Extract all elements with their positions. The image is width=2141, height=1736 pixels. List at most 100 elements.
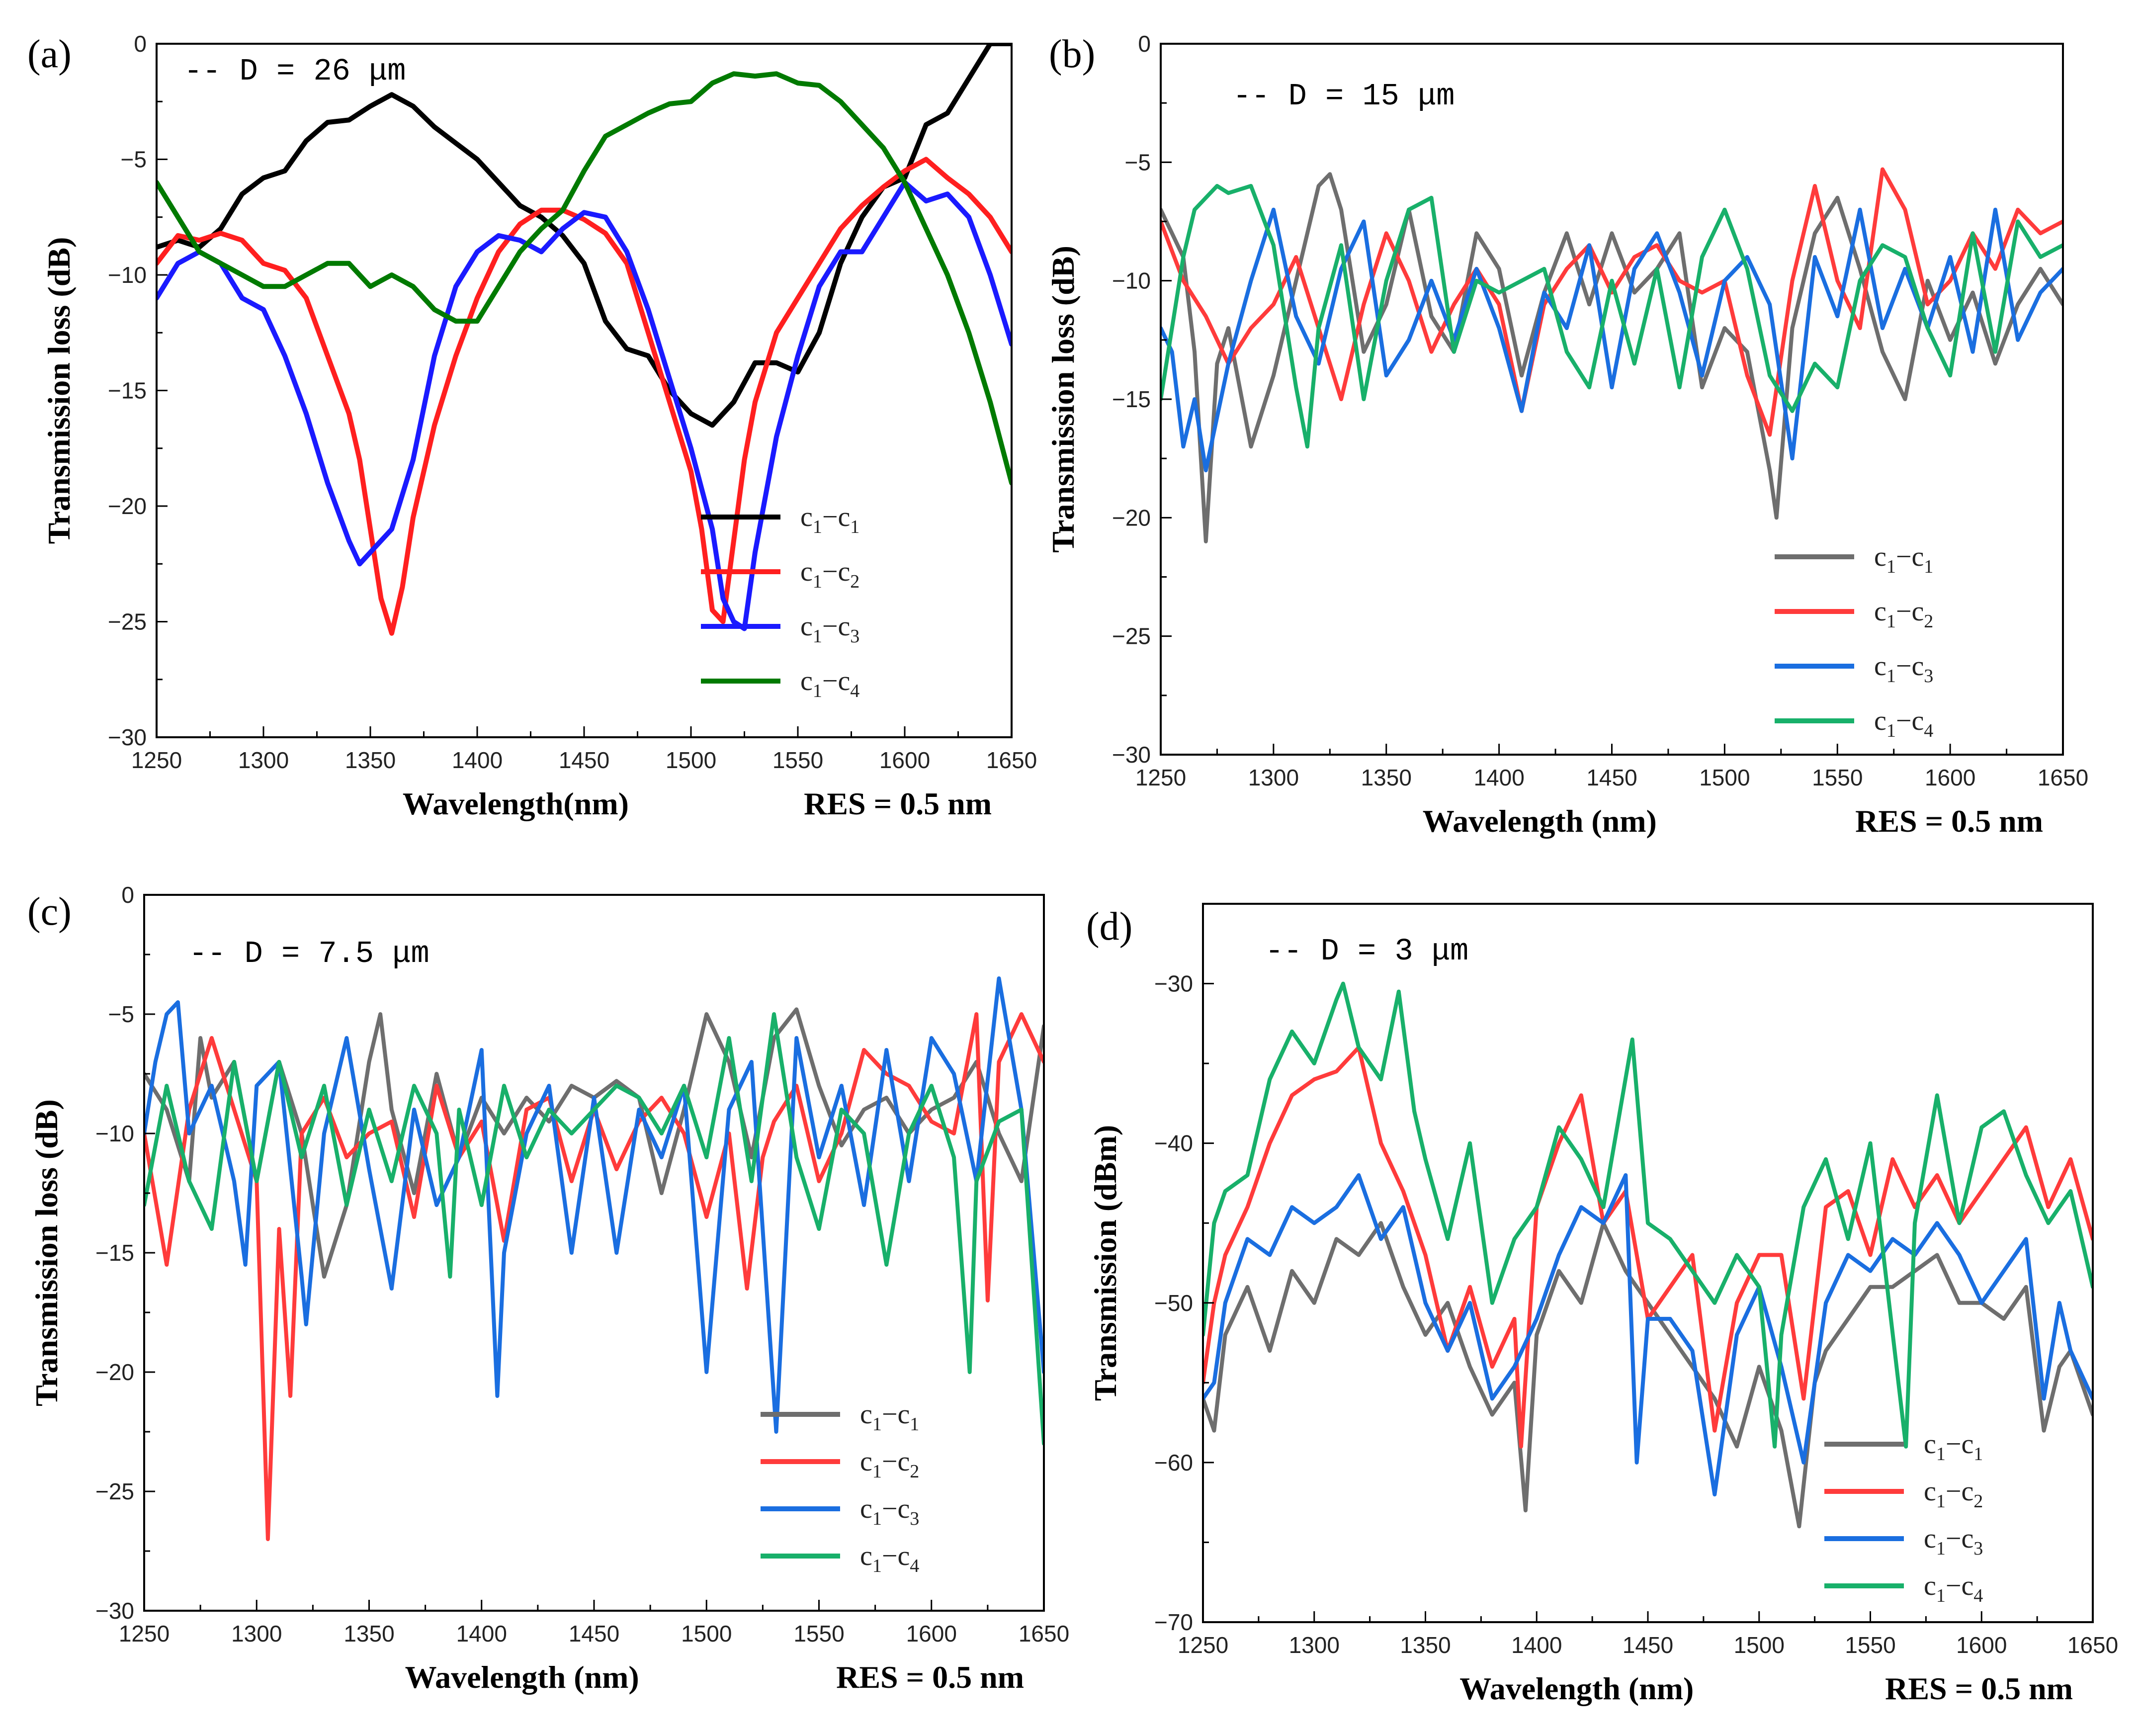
x-tick-label: 1600 — [879, 747, 930, 773]
y-tick-label: −20 — [95, 1359, 134, 1385]
series-line-c1-c4 — [1161, 184, 2063, 449]
y-tick-label: −30 — [108, 724, 147, 750]
series-line-c1-c4 — [157, 71, 1012, 486]
x-tick-label: 1350 — [1400, 1632, 1451, 1658]
x-tick-label: 1350 — [343, 1621, 394, 1647]
resolution-label: RES = 0.5 nm — [1855, 803, 2043, 839]
y-tick-label: −25 — [108, 609, 147, 635]
diameter-annotation: -- D = 3 μm — [1265, 934, 1468, 969]
series-line-c1-c2 — [1203, 1045, 2093, 1449]
x-tick-label: 1550 — [772, 747, 823, 773]
x-axis-title: Wavelength(nm) — [403, 786, 629, 821]
y-tick-label: −10 — [1112, 268, 1151, 294]
x-tick-label: 1350 — [345, 747, 396, 773]
x-tick-label: 1450 — [569, 1621, 619, 1647]
x-tick-label: 1650 — [2038, 765, 2088, 790]
x-tick-label: 1300 — [238, 747, 289, 773]
legend-label: c1−c3 — [800, 611, 859, 647]
panel-b: 1250 1300 1350 1400 1450 1500 1550 1600 1650 −30 −… — [1045, 31, 2088, 839]
legend-label: c1−c4 — [1924, 1570, 1983, 1606]
y-tick-label: −30 — [1112, 742, 1151, 768]
series-line-c1-c3 — [1203, 1173, 2093, 1497]
panel-a: 1250 1300 1350 1400 1450 1500 1550 1600 1650 −30 −… — [27, 31, 1037, 821]
x-axis-title: Wavelength (nm) — [405, 1659, 639, 1695]
x-tick-label: 1550 — [1812, 765, 1863, 790]
series-line-c1-c4 — [144, 1012, 1044, 1446]
y-tick-label: −40 — [1154, 1130, 1193, 1156]
legend-label: c1−c3 — [860, 1493, 919, 1529]
x-tick-label: 1300 — [231, 1621, 282, 1647]
series-line-c1-c1 — [157, 44, 1012, 428]
legend-label: c1−c3 — [1874, 651, 1933, 687]
legend-label: c1−c2 — [1924, 1476, 1983, 1512]
panel-label: (b) — [1049, 32, 1095, 76]
x-tick-label: 1300 — [1289, 1632, 1340, 1658]
diameter-annotation: -- D = 26 μm — [184, 54, 406, 89]
x-tick-label: 1400 — [1473, 765, 1524, 790]
series-line-c1-c3 — [157, 180, 1012, 631]
x-tick-label: 1500 — [666, 747, 716, 773]
y-axis-title: Transmission (dBm) — [1088, 1125, 1123, 1401]
series-line-c1-c3 — [144, 976, 1044, 1434]
legend-label: c1−c4 — [800, 666, 859, 701]
y-axis-title: Transmission loss (dB) — [1045, 246, 1081, 553]
x-tick-label: 1350 — [1361, 765, 1412, 790]
panel-label: (d) — [1086, 905, 1132, 949]
resolution-label: RES = 0.5 nm — [836, 1659, 1024, 1695]
plot-frame — [1202, 903, 2094, 1623]
legend-label: c1−c1 — [800, 502, 859, 537]
x-tick-label: 1550 — [793, 1621, 844, 1647]
y-tick-label: −5 — [1125, 149, 1151, 175]
series-line-c1-c1 — [1161, 172, 2063, 543]
legend-label: c1−c2 — [800, 556, 859, 592]
x-axis-title: Wavelength (nm) — [1459, 1671, 1694, 1706]
series-line-c1-c2 — [157, 157, 1012, 636]
y-tick-label: −60 — [1154, 1450, 1193, 1476]
y-tick-label: −15 — [1112, 386, 1151, 412]
x-tick-label: 1250 — [119, 1621, 170, 1647]
x-tick-label: 1450 — [1623, 1632, 1673, 1658]
x-tick-label: 1400 — [452, 747, 503, 773]
y-tick-label: 0 — [121, 882, 134, 908]
x-tick-label: 1550 — [1845, 1632, 1895, 1658]
y-tick-label: −5 — [108, 1001, 134, 1027]
diameter-annotation: -- D = 7.5 μm — [189, 936, 429, 971]
x-tick-label: 1250 — [1178, 1632, 1228, 1658]
x-tick-label: 1500 — [681, 1621, 732, 1647]
x-tick-label: 1450 — [1586, 765, 1637, 790]
series-line-c1-c3 — [1161, 207, 2063, 472]
legend-label: c1−c4 — [1874, 705, 1933, 741]
y-tick-label: −25 — [95, 1478, 134, 1504]
series-line-c1-c2 — [1161, 167, 2063, 437]
diameter-annotation: -- D = 15 μm — [1233, 79, 1455, 114]
y-tick-label: −5 — [121, 147, 147, 173]
x-tick-label: 1600 — [906, 1621, 957, 1647]
y-tick-label: −20 — [108, 493, 147, 519]
resolution-label: RES = 0.5 nm — [804, 786, 992, 821]
legend-label: c1−c2 — [860, 1446, 919, 1482]
legend-label: c1−c1 — [1924, 1429, 1983, 1465]
x-tick-label: 1250 — [131, 747, 182, 773]
y-tick-label: −25 — [1112, 623, 1151, 649]
x-tick-label: 1450 — [559, 747, 609, 773]
panel-d: 1250 1300 1350 1400 1450 1500 1550 1600 1650 −70 −… — [1086, 903, 2118, 1706]
legend-label: c1−c3 — [1924, 1523, 1983, 1559]
panel-label: (a) — [27, 32, 72, 76]
y-tick-label: −15 — [95, 1240, 134, 1266]
legend-label: c1−c1 — [860, 1399, 919, 1435]
x-tick-label: 1500 — [1699, 765, 1750, 790]
x-tick-label: 1600 — [1956, 1632, 2007, 1658]
x-tick-label: 1250 — [1135, 765, 1186, 790]
y-tick-label: 0 — [134, 31, 147, 57]
legend-label: c1−c1 — [1874, 541, 1933, 577]
y-tick-label: 0 — [1138, 31, 1151, 57]
resolution-label: RES = 0.5 nm — [1885, 1671, 2073, 1706]
y-tick-label: −10 — [108, 262, 147, 288]
y-axis-title: Transmission loss (dB) — [29, 1099, 64, 1406]
x-tick-label: 1650 — [986, 747, 1037, 773]
series-line-c1-c4 — [1203, 981, 2093, 1449]
y-tick-label: −30 — [1154, 971, 1193, 997]
y-tick-label: −70 — [1154, 1609, 1193, 1635]
y-tick-label: −15 — [108, 378, 147, 404]
